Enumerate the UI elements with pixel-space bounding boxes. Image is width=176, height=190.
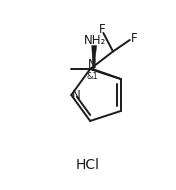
Text: NH₂: NH₂: [84, 34, 106, 47]
Polygon shape: [92, 45, 97, 69]
Text: F: F: [99, 23, 106, 36]
Text: N: N: [87, 58, 96, 71]
Text: &1: &1: [87, 72, 98, 81]
Text: N: N: [72, 89, 81, 102]
Text: F: F: [131, 32, 137, 45]
Text: HCl: HCl: [76, 158, 100, 172]
